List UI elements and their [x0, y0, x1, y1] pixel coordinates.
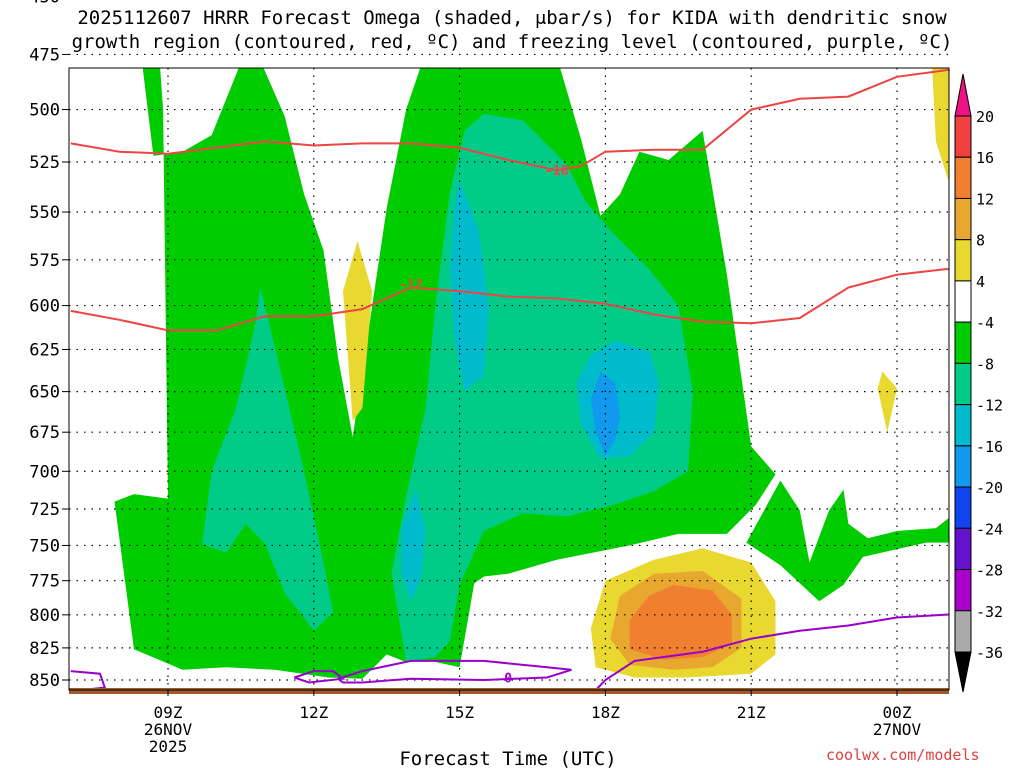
colorbar-label: -4	[976, 314, 994, 332]
shade-omega-pos4-thin-spike	[343, 241, 373, 421]
shade-omega-neg4-right-lower	[746, 480, 949, 602]
y-tick-label: 850	[29, 671, 60, 691]
colorbar-band	[954, 197, 972, 241]
shade-omega-pos8-far-right	[975, 0, 990, 168]
shade-omega-pos4-upper-right	[601, 0, 708, 20]
colorbar-band	[954, 362, 972, 406]
x-tick-label: 09Z	[154, 703, 183, 722]
shade-omega-neg12-lower	[401, 489, 426, 602]
y-tick-label: 825	[29, 639, 60, 659]
colorbar-band	[954, 445, 972, 488]
plot-frame	[68, 67, 950, 691]
y-tick-label: 575	[29, 251, 60, 271]
colorbar-label: 16	[976, 149, 994, 167]
y-tick-label: 800	[29, 606, 60, 626]
y-tick-label: 675	[29, 423, 60, 443]
colorbar-band	[954, 486, 972, 529]
contour-freezing-level-loop	[337, 659, 572, 684]
x-tick-label: 15Z	[445, 703, 474, 722]
x-axis-label: Forecast Time (UTC)	[399, 748, 616, 768]
colorbar-label: 8	[976, 232, 985, 250]
y-tick-label: 525	[29, 153, 60, 173]
contour-freezing-level-loop	[294, 670, 346, 684]
x-tick-label: 26NOV	[144, 720, 193, 739]
contours: -18-120	[70, 68, 949, 690]
y-tick-label: 650	[29, 383, 60, 403]
x-tick-label: 27NOV	[873, 720, 922, 739]
grid	[69, 53, 949, 690]
y-tick-label: 550	[29, 203, 60, 223]
omega-shading	[114, 0, 990, 679]
y-tick-label: 600	[29, 297, 60, 317]
colorbar-label: 4	[976, 273, 985, 291]
y-tick-label: 475	[29, 45, 60, 65]
colorbar-band	[954, 239, 972, 282]
y-tick-label: 625	[29, 340, 60, 360]
chart-title-line-1: 2025112607 HRRR Forecast Omega (shaded, …	[77, 7, 947, 29]
ground-strip	[69, 688, 949, 694]
chart-title: 2025112607 HRRR Forecast Omega (shaded, …	[0, 6, 1024, 54]
x-tick-label: 12Z	[299, 703, 328, 722]
colorbar-label: -20	[976, 479, 1003, 497]
colorbar-label: -16	[976, 438, 1003, 456]
x-tick-label: 00Z	[883, 703, 912, 722]
contour-freezing-level-0	[594, 613, 949, 690]
ground-strip-rect	[69, 688, 949, 694]
shade-omega-pos4-small-right	[877, 371, 897, 433]
y-tick-label: 500	[29, 101, 60, 121]
y-tick-label: 775	[29, 572, 60, 592]
colorbar-label: -8	[976, 355, 994, 373]
colorbar-label: -32	[976, 603, 1003, 621]
shade-omega-pos4-far-right	[932, 68, 949, 183]
shade-omega-neg4-upper-left	[144, 0, 212, 20]
colorbar-band	[954, 280, 972, 323]
colorbar-label: -28	[976, 562, 1003, 580]
y-tick-label: 700	[29, 462, 60, 482]
x-tick-label: 18Z	[591, 703, 620, 722]
shade-omega-pos12-lower-right	[629, 584, 732, 660]
contour-freezing-level-loop	[70, 670, 107, 690]
credit-text: coolwx.com/models	[826, 746, 980, 764]
colorbar-band	[954, 527, 972, 571]
shade-omega-neg4-upper-mid	[348, 0, 640, 43]
colorbar-band	[954, 115, 972, 158]
y-tick-label: 750	[29, 536, 60, 556]
colorbar-band	[954, 404, 972, 447]
colorbar-band	[954, 610, 972, 653]
y-axis: 3754004254504755005255505756006256506757…	[29, 0, 69, 691]
x-tick-label: 21Z	[737, 703, 766, 722]
colorbar-label: -36	[976, 644, 1003, 662]
colorbar-band	[954, 156, 972, 199]
colorbar-label: 20	[976, 108, 994, 126]
colorbar: 20 16 12 8 4 -4 -8 -12 -16 -20 -24 -28 -32 -36	[954, 73, 1003, 693]
colorbar-label: 12	[976, 190, 994, 208]
colorbar-band	[954, 321, 972, 364]
contour-dgz-minus12	[70, 268, 949, 332]
chart-title-line-2: growth region (contoured, red, ºC) and f…	[71, 31, 953, 53]
colorbar-top-arrow	[954, 73, 972, 117]
colorbar-label: -24	[976, 520, 1003, 538]
y-tick-label: 725	[29, 500, 60, 520]
contour-dgz-minus18	[70, 68, 949, 172]
x-tick-label: 2025	[149, 737, 188, 756]
contour-label-dgz-minus12: -12	[399, 278, 422, 293]
colorbar-bottom-arrow	[954, 651, 972, 693]
y-tick-label: 450	[29, 0, 60, 7]
contour-label-dgz-minus18: -18	[545, 164, 569, 179]
shade-omega-neg8-left	[202, 287, 334, 631]
colorbar-band	[954, 569, 972, 612]
colorbar-label: -12	[976, 397, 1003, 415]
